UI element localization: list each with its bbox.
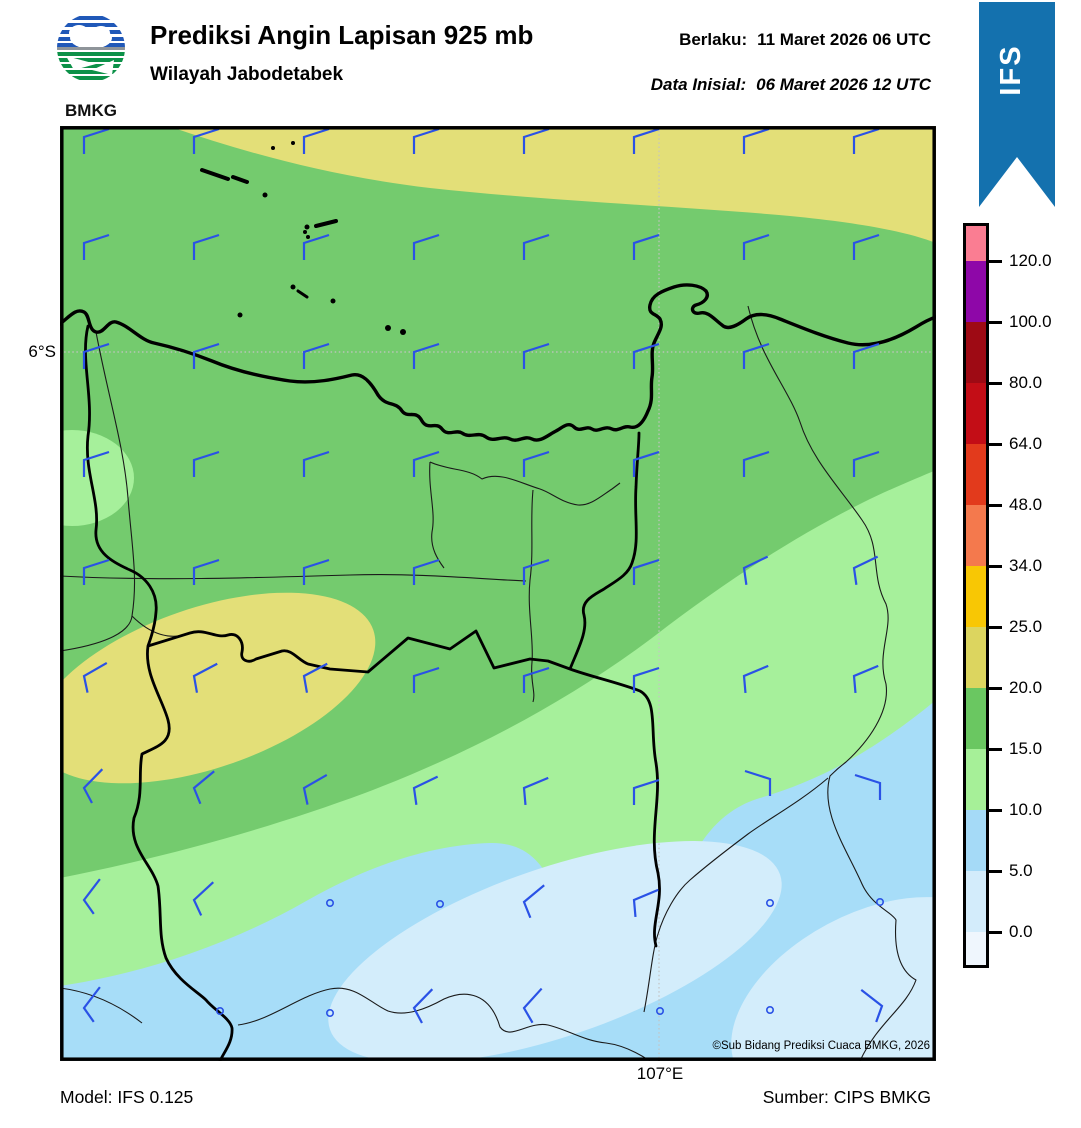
region-boundaries xyxy=(84,324,661,1061)
colorbar-segment xyxy=(966,871,986,932)
wind-barbs xyxy=(82,127,884,1024)
colorbar-tick-label: 120.0 xyxy=(1009,251,1052,270)
model-info: Model: IFS 0.125 xyxy=(60,1087,194,1107)
colorbar-segment xyxy=(966,383,986,444)
colorbar-tick xyxy=(989,869,1002,873)
colorbar-segment xyxy=(966,627,986,688)
wind-speed-fill-blobs-lower xyxy=(328,841,936,1061)
colorbar-tick-label: 100.0 xyxy=(1009,312,1052,331)
wind-speed-fill-blue-south xyxy=(60,700,936,1061)
latitude-label: 6°S xyxy=(28,342,56,361)
colorbar-tick-label: 64.0 xyxy=(1009,434,1043,453)
colorbar-tick xyxy=(989,503,1002,507)
page-subtitle: Wilayah Jabodetabek xyxy=(150,64,344,85)
colorbar-segment xyxy=(966,810,986,871)
colorbar-tick xyxy=(989,625,1002,629)
colorbar-tick-label: 20.0 xyxy=(1009,678,1043,697)
colorbar-tick xyxy=(989,686,1002,690)
source-info: Sumber: CIPS BMKG xyxy=(762,1087,931,1107)
colorbar-tick-label: 10.0 xyxy=(1009,800,1043,819)
bmkg-logo-icon: BMKG xyxy=(57,14,125,120)
valid-time-label: Berlaku: xyxy=(679,30,748,49)
copyright-text: ©Sub Bidang Prediksi Cuaca BMKG, 2026 xyxy=(712,1040,930,1052)
page-title: Prediksi Angin Lapisan 925 mb xyxy=(150,20,534,50)
valid-time-row: Berlaku: 11 Maret 2026 06 UTC xyxy=(651,30,931,50)
colorbar-segment xyxy=(966,932,986,965)
colorbar-segment xyxy=(966,688,986,749)
longitude-label: 107°E xyxy=(636,1064,684,1083)
admin-boundaries xyxy=(60,305,917,1061)
colorbar-segment xyxy=(966,322,986,383)
islands xyxy=(200,141,406,335)
colorbar-segment xyxy=(966,444,986,505)
model-ribbon-badge: IFS xyxy=(979,2,1055,207)
wind-speed-fill-yellow-north xyxy=(168,126,936,243)
colorbar-tick xyxy=(989,442,1002,446)
colorbar-segment xyxy=(966,505,986,566)
colorbar-tick-label: 34.0 xyxy=(1009,556,1043,575)
colorbar-tick xyxy=(989,747,1002,751)
colorbar-tick xyxy=(989,564,1002,568)
init-time-value: 06 Maret 2026 12 UTC xyxy=(756,75,931,94)
colorbar-segment xyxy=(966,566,986,627)
model-ribbon-label: IFS xyxy=(995,44,1027,95)
init-time-row: Data Inisial: 06 Maret 2026 12 UTC xyxy=(651,75,931,95)
colorbar-tick-label: 0.0 xyxy=(1009,922,1033,941)
valid-time-value: 11 Maret 2026 06 UTC xyxy=(757,30,931,49)
colorbar-tick xyxy=(989,930,1002,934)
colorbar-tick-label: 15.0 xyxy=(1009,739,1043,758)
forecast-dates: Berlaku: 11 Maret 2026 06 UTC Data Inisia… xyxy=(651,30,931,95)
colorbar-segment xyxy=(966,749,986,810)
colorbar-tick-label: 80.0 xyxy=(1009,373,1043,392)
colorbar-tick xyxy=(989,381,1002,385)
colorbar-tick xyxy=(989,259,1002,263)
colorbar-segment xyxy=(966,226,986,261)
map-frame xyxy=(60,126,936,1061)
colorbar-tick-label: 25.0 xyxy=(1009,617,1043,636)
bmkg-logo-label: BMKG xyxy=(65,101,117,120)
colorbar-segment xyxy=(966,261,986,322)
colorbar-tick xyxy=(989,320,1002,324)
colorbar-tick-label: 5.0 xyxy=(1009,861,1033,880)
wind-map xyxy=(60,126,936,1061)
colorbar-tick xyxy=(989,808,1002,812)
colorbar-segments xyxy=(963,223,989,968)
coastline xyxy=(60,283,936,442)
colorbar-tick-label: 48.0 xyxy=(1009,495,1043,514)
wind-speed-fill-blobs-upper xyxy=(60,430,376,784)
init-time-label: Data Inisial: xyxy=(650,75,747,94)
